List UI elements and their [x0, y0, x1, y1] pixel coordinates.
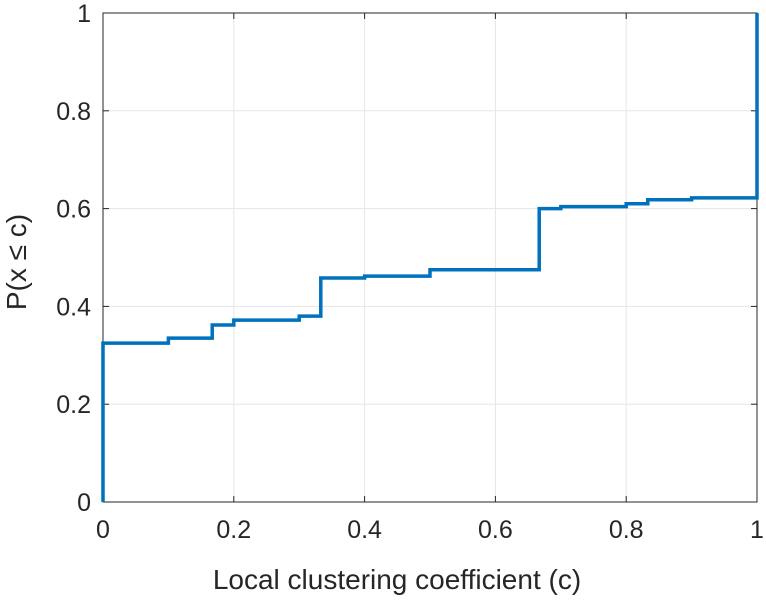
y-axis-label: P(x ≤ c) — [1, 214, 32, 310]
y-tick-label: 0 — [77, 489, 91, 517]
x-tick-label: 0.2 — [216, 516, 251, 544]
x-tick-label: 0.6 — [478, 516, 513, 544]
x-axis-label: Local clustering coefficient (c) — [213, 564, 581, 595]
x-tick-label: 0 — [96, 516, 110, 544]
grid — [102, 12, 758, 503]
plot-area-frame — [102, 12, 758, 503]
x-tick-label: 0.4 — [347, 516, 382, 544]
y-tick-label: 0.8 — [56, 98, 91, 126]
y-tick-label: 0.6 — [56, 196, 91, 224]
axis-ticks: 0 0.2 0.4 0.6 0.8 1 0 0.2 0.4 0.6 0.8 1 — [56, 0, 764, 544]
cdf-series-line — [101, 13, 759, 502]
y-tick-label: 0.2 — [56, 391, 91, 419]
x-tick-label: 1 — [750, 516, 764, 544]
y-tick-label: 0.4 — [56, 293, 91, 321]
y-tick-label: 1 — [77, 0, 91, 28]
x-tick-label: 0.8 — [609, 516, 644, 544]
series — [101, 13, 759, 502]
